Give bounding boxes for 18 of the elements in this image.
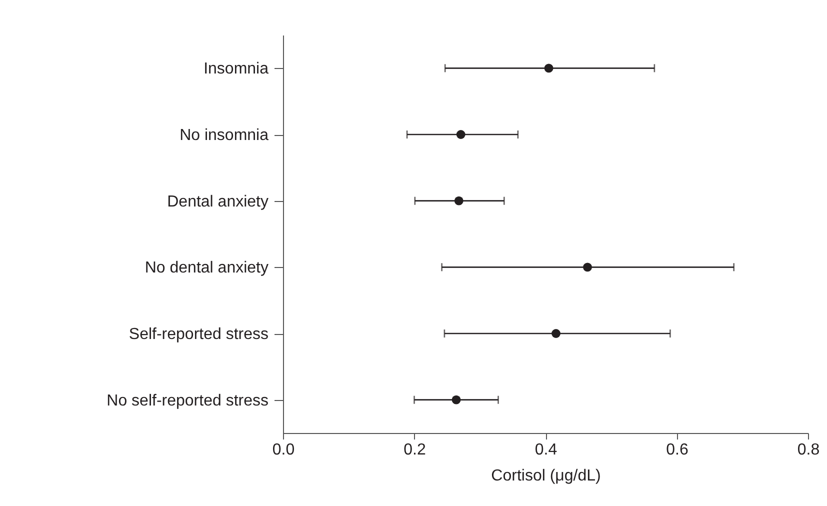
point xyxy=(544,64,554,73)
point xyxy=(452,395,461,404)
y-tick-label: Dental anxiety xyxy=(167,193,268,210)
point xyxy=(552,329,560,338)
x-tick-label: 0.8 xyxy=(797,442,820,458)
y-tick-label: Insomnia xyxy=(204,60,269,78)
x-tick-label: 0.0 xyxy=(272,442,295,458)
x-axis-title: Cortisol (μg/dL) xyxy=(491,468,601,484)
y-tick-label: Self-reported stress xyxy=(128,326,268,343)
y-tick-label: No self-reported stress xyxy=(106,392,268,410)
x-tick-label: 0.2 xyxy=(404,442,426,458)
point xyxy=(583,262,592,272)
x-tick-label: 0.4 xyxy=(534,442,558,458)
x-tick-label: 0.6 xyxy=(666,442,688,458)
y-tick-label: No dental anxiety xyxy=(144,260,268,277)
point xyxy=(456,130,466,139)
point xyxy=(454,196,464,206)
y-tick-label: No insomnia xyxy=(180,127,269,144)
